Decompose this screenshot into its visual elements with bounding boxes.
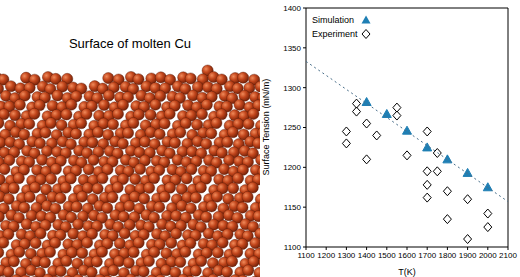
svg-text:1100: 1100 <box>297 251 315 260</box>
svg-text:1800: 1800 <box>439 251 457 260</box>
svg-text:2100: 2100 <box>499 251 517 260</box>
svg-text:1500: 1500 <box>378 251 396 260</box>
svg-text:T(K): T(K) <box>398 267 416 277</box>
html-text:Experiment: Experiment <box>312 29 358 39</box>
svg-text:1350: 1350 <box>283 44 301 53</box>
html-text:Surface of molten Cu: Surface of molten Cu <box>68 36 192 51</box>
html-text:Simulation: Simulation <box>312 15 354 25</box>
svg-text:1400: 1400 <box>283 4 301 13</box>
svg-text:1300: 1300 <box>283 84 301 93</box>
svg-text:1300: 1300 <box>338 251 356 260</box>
svg-text:1150: 1150 <box>284 203 302 212</box>
svg-text:1250: 1250 <box>283 123 301 132</box>
svg-text:1100: 1100 <box>284 243 302 252</box>
svg-text:1700: 1700 <box>418 251 436 260</box>
svg-text:1200: 1200 <box>283 163 301 172</box>
svg-text:Surface Tension (mN/m): Surface Tension (mN/m) <box>261 79 271 176</box>
svg-text:1400: 1400 <box>358 251 376 260</box>
svg-text:2000: 2000 <box>479 251 497 260</box>
svg-text:1200: 1200 <box>317 251 335 260</box>
svg-text:1600: 1600 <box>398 251 416 260</box>
svg-text:1900: 1900 <box>459 251 477 260</box>
